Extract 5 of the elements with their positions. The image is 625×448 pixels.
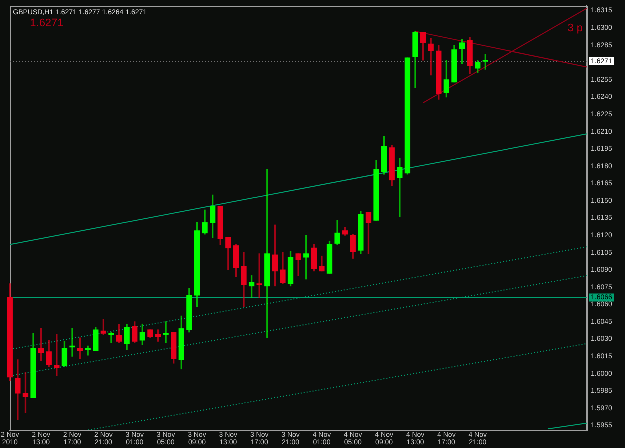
candlestick <box>15 360 21 420</box>
candlestick <box>108 332 114 344</box>
annotation: 3 p <box>568 22 583 35</box>
candlestick <box>163 322 169 344</box>
annotation: 1.6271 <box>30 18 64 30</box>
